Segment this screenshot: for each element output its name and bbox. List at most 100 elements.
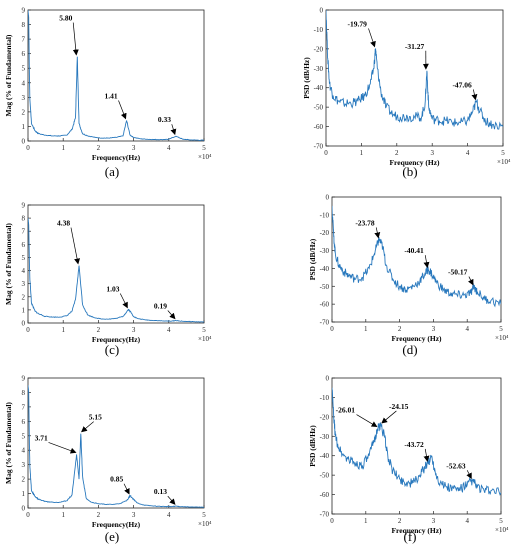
data-label: 0.19 — [154, 302, 167, 311]
x-tick-label: 1 — [61, 511, 65, 519]
y-tick-label: -20 — [320, 413, 330, 421]
y-tick-label: -40 — [320, 265, 330, 273]
y-tick-label: 7 — [22, 228, 26, 236]
y-tick-label: 1 — [22, 306, 26, 314]
x-tick-label: 2 — [395, 149, 399, 157]
data-label: 0.85 — [110, 475, 123, 484]
x-tick-label: 0 — [26, 144, 30, 152]
data-label: -47.06 — [452, 80, 472, 89]
x-axis-label: Frequency(Hz) — [92, 335, 141, 344]
annotation-arrow — [423, 255, 430, 269]
x-tick-label: 0 — [26, 326, 30, 334]
x-tick-label: 3 — [132, 144, 136, 152]
data-label: 5.15 — [89, 413, 102, 422]
y-tick-label: -60 — [320, 301, 330, 309]
x-multiplier: ×10⁴ — [198, 335, 212, 343]
y-tick-label: 1 — [22, 490, 26, 498]
y-tick-label: 0 — [326, 194, 330, 202]
data-label: 4.38 — [57, 219, 70, 228]
x-tick-label: 4 — [465, 517, 469, 525]
x-tick-label: 5 — [202, 511, 206, 519]
y-tick-label: -50 — [320, 283, 330, 291]
y-tick-label: 7 — [22, 403, 26, 411]
plot-frame — [27, 377, 205, 509]
y-tick-label: -30 — [320, 247, 330, 255]
annotation-arrow — [167, 495, 176, 505]
y-tick-label: -40 — [320, 452, 330, 460]
panel-caption: (d) — [402, 342, 417, 357]
y-tick-label: -70 — [314, 143, 324, 151]
x-tick-label: 3 — [132, 511, 136, 519]
x-tick-label: 0 — [324, 149, 328, 157]
plot-frame — [27, 9, 205, 142]
x-multiplier: ×10⁴ — [495, 526, 509, 534]
x-axis-label: Frequency(Hz) — [92, 153, 141, 162]
y-tick-label: -40 — [314, 84, 324, 92]
y-tick-label: 9 — [22, 7, 26, 15]
annotation-arrow — [118, 100, 127, 120]
x-tick-label: 4 — [465, 325, 469, 333]
y-tick-label: 4 — [22, 267, 26, 275]
data-label: 1.41 — [105, 91, 118, 100]
y-tick-label: -70 — [320, 511, 330, 519]
x-tick-label: 4 — [167, 326, 171, 334]
x-tick-label: 5 — [499, 325, 503, 333]
x-tick-label: 3 — [432, 517, 436, 525]
data-label: -31.27 — [405, 42, 425, 51]
x-tick-label: 4 — [167, 511, 171, 519]
y-tick-label: -30 — [320, 433, 330, 441]
chart-panel: 0 1 2 3 4 5 0 1 2 3 4 5 6 7 8 9 ×10⁴ Frequency(Hz) Mag (% … — [4, 7, 212, 180]
y-tick-label: -50 — [314, 104, 324, 112]
plot-frame — [27, 204, 205, 324]
annotation-arrow — [466, 470, 472, 480]
x-tick-label: 3 — [430, 149, 434, 157]
y-tick-label: 5 — [22, 65, 26, 73]
x-tick-label: 5 — [202, 144, 206, 152]
series-line — [28, 385, 204, 508]
y-axis-label: Mag (% of Fundamental) — [4, 402, 13, 484]
x-tick-label: 2 — [398, 517, 402, 525]
y-tick-label: 2 — [22, 108, 26, 116]
y-tick-label: 0 — [22, 320, 26, 328]
series-line — [28, 218, 204, 323]
annotation-arrow — [468, 276, 474, 286]
data-label: -26.01 — [336, 406, 356, 415]
y-tick-label: -10 — [320, 394, 330, 402]
series-line — [332, 205, 501, 308]
annotation-arrow — [381, 410, 397, 424]
y-tick-label: -10 — [320, 211, 330, 219]
x-tick-label: 3 — [432, 325, 436, 333]
y-tick-label: 5 — [22, 432, 26, 440]
y-tick-label: 9 — [22, 202, 26, 210]
y-tick-label: 4 — [22, 79, 26, 87]
series-line — [332, 387, 501, 496]
annotation-arrow — [368, 28, 376, 48]
data-label: -24.15 — [389, 402, 409, 411]
y-axis-label: Mag (% of Fundamental) — [4, 34, 13, 116]
y-tick-label: 3 — [22, 94, 26, 102]
y-tick-label: 0 — [326, 375, 330, 383]
data-label: 5.80 — [59, 14, 72, 23]
data-label: 3.71 — [35, 433, 48, 442]
y-tick-label: 0 — [22, 505, 26, 513]
data-label: 0.33 — [158, 115, 171, 124]
y-tick-label: 2 — [22, 476, 26, 484]
x-tick-label: 5 — [501, 149, 505, 157]
data-label: -50.17 — [448, 268, 468, 277]
annotation-arrow — [374, 227, 381, 239]
data-label: -43.72 — [404, 440, 424, 449]
plot-frame — [331, 196, 502, 323]
y-tick-label: 8 — [22, 389, 26, 397]
series-line — [326, 10, 503, 130]
x-tick-label: 5 — [499, 517, 503, 525]
chart-panel: 0 1 2 3 4 5 -70 -60 -50 -40 -30 -20 -10 0 ×10⁴ Frequenc… — [302, 7, 511, 180]
x-tick-label: 0 — [330, 325, 334, 333]
y-tick-label: -70 — [320, 319, 330, 327]
x-tick-label: 1 — [61, 144, 65, 152]
chart-panel: 0 1 2 3 4 5 -70 -60 -50 -40 -30 -20 -10 0 ×10⁴ Frequenc… — [308, 194, 509, 358]
y-tick-label: 6 — [22, 241, 26, 249]
x-tick-label: 4 — [466, 149, 470, 157]
chart-panel: 0 1 2 3 4 5 0 1 2 3 4 5 6 7 8 9 ×10⁴ Frequency(Hz) Mag (% … — [4, 375, 212, 545]
y-tick-label: -30 — [314, 65, 324, 73]
